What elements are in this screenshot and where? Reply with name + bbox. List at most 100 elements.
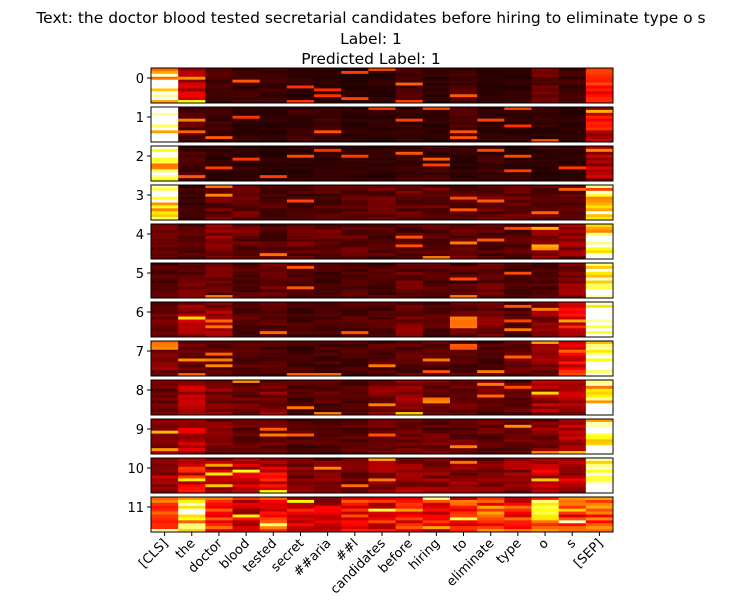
heat-cell bbox=[585, 419, 614, 423]
heat-cell bbox=[368, 419, 396, 423]
heat-cell bbox=[585, 271, 614, 275]
heat-cell bbox=[585, 478, 614, 482]
heat-cell bbox=[531, 232, 560, 236]
heat-cell bbox=[504, 419, 532, 423]
heat-cell bbox=[232, 502, 261, 507]
heat-cell bbox=[368, 277, 396, 281]
heat-cell bbox=[341, 322, 369, 326]
heat-cell bbox=[585, 484, 614, 488]
heat-cell bbox=[395, 421, 424, 426]
heat-cell bbox=[585, 497, 614, 501]
heat-cell bbox=[531, 217, 560, 221]
heat-cell bbox=[314, 274, 342, 278]
heat-cell bbox=[368, 121, 396, 125]
heat-cell bbox=[504, 202, 532, 206]
heat-cell bbox=[205, 313, 233, 317]
heat-cell bbox=[585, 505, 614, 509]
heat-cell bbox=[531, 148, 560, 153]
heat-cell bbox=[151, 505, 179, 509]
heat-cell bbox=[341, 169, 369, 173]
heat-cell bbox=[259, 112, 288, 117]
heat-cell bbox=[395, 361, 424, 365]
heat-cell bbox=[504, 112, 532, 117]
heat-cell bbox=[504, 427, 532, 431]
heat-cell bbox=[286, 352, 315, 356]
heat-cell bbox=[449, 358, 478, 362]
heat-cell bbox=[232, 175, 261, 179]
heat-cell bbox=[151, 178, 179, 182]
heat-cell bbox=[341, 185, 369, 189]
heat-cell bbox=[477, 139, 505, 143]
heat-cell bbox=[531, 157, 560, 161]
heat-cell bbox=[341, 151, 369, 156]
heat-cell bbox=[205, 107, 233, 111]
heat-cell bbox=[205, 244, 233, 248]
heat-cell bbox=[286, 361, 315, 365]
heat-cell bbox=[395, 460, 424, 465]
heat-cell bbox=[232, 436, 261, 440]
heat-cell bbox=[341, 349, 369, 353]
heat-cell bbox=[558, 289, 587, 293]
heat-cell bbox=[477, 247, 505, 251]
heat-cell bbox=[422, 107, 451, 111]
heat-cell bbox=[205, 325, 233, 329]
heat-cell bbox=[341, 154, 369, 158]
heat-cell bbox=[585, 250, 614, 254]
heat-cell bbox=[422, 406, 451, 410]
heat-cell bbox=[341, 331, 369, 335]
heat-cell bbox=[286, 166, 315, 170]
heat-cell bbox=[395, 107, 424, 111]
heat-cell bbox=[531, 172, 560, 176]
heat-cell bbox=[232, 505, 261, 509]
heat-cell bbox=[151, 136, 179, 140]
heat-cell bbox=[368, 328, 396, 332]
heat-cell bbox=[205, 196, 233, 200]
heat-cell bbox=[286, 199, 315, 203]
heat-cell bbox=[449, 185, 478, 189]
heat-cell bbox=[341, 265, 369, 270]
token-label: [SEP] bbox=[571, 536, 606, 571]
heat-cell bbox=[585, 433, 614, 437]
heat-cell bbox=[205, 331, 233, 335]
heat-cell bbox=[205, 490, 233, 494]
heat-cell bbox=[259, 115, 288, 119]
heat-cell bbox=[341, 427, 369, 431]
heat-cell bbox=[395, 146, 424, 150]
heat-cell bbox=[395, 157, 424, 161]
heat-cell bbox=[477, 424, 505, 429]
heat-cell bbox=[341, 109, 369, 114]
heat-cell bbox=[368, 490, 396, 494]
heat-cell bbox=[368, 169, 396, 173]
heat-cell bbox=[205, 166, 233, 170]
layer-panel-3 bbox=[150, 184, 614, 221]
heat-cell bbox=[585, 146, 614, 150]
heat-cell bbox=[558, 229, 587, 234]
heat-cell bbox=[422, 232, 451, 236]
heat-cell bbox=[178, 199, 206, 203]
heat-cell bbox=[477, 88, 505, 92]
heat-cell bbox=[205, 241, 233, 245]
heat-cell bbox=[205, 202, 233, 206]
heat-cell bbox=[259, 172, 288, 176]
heat-cell bbox=[368, 310, 396, 314]
heat-cell bbox=[395, 241, 424, 245]
heat-cell bbox=[341, 247, 369, 251]
heat-cell bbox=[232, 385, 261, 390]
heat-cell bbox=[368, 304, 396, 309]
heat-cell bbox=[477, 178, 505, 182]
heat-cell bbox=[259, 263, 288, 267]
heat-cell bbox=[449, 232, 478, 236]
heat-cell bbox=[395, 458, 424, 462]
heat-cell bbox=[232, 514, 261, 518]
heat-cell bbox=[286, 127, 315, 131]
heat-cell bbox=[286, 88, 315, 92]
heat-cell bbox=[477, 202, 505, 206]
heat-cell bbox=[178, 205, 206, 209]
heat-cell bbox=[395, 148, 424, 153]
heat-cell bbox=[477, 68, 505, 72]
heat-cell bbox=[178, 241, 206, 245]
heat-cell bbox=[259, 310, 288, 314]
heat-cell bbox=[178, 403, 206, 407]
heat-cell bbox=[585, 469, 614, 473]
heat-cell bbox=[232, 517, 261, 521]
